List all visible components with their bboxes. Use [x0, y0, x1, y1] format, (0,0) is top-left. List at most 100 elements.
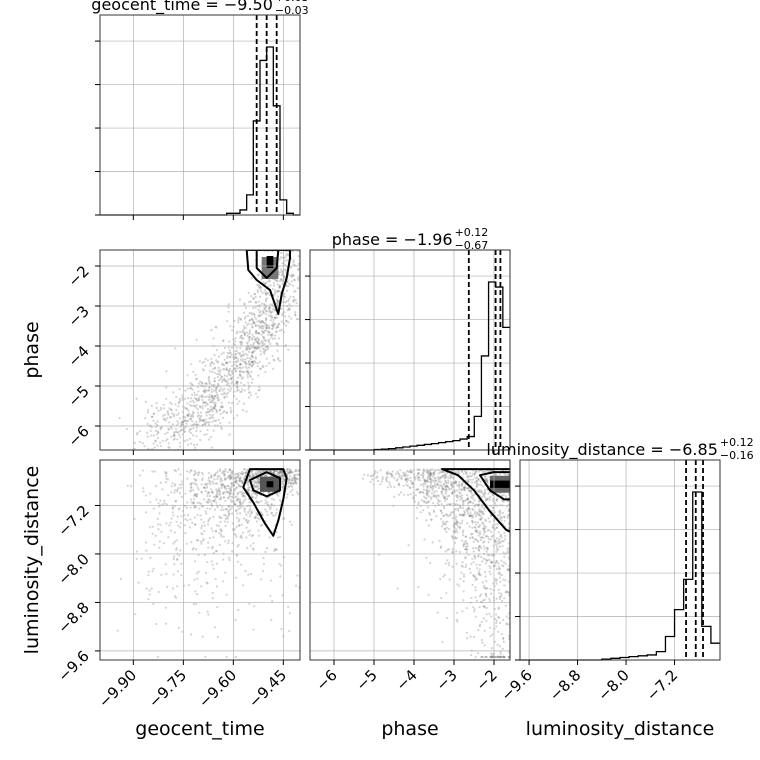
sample-point [235, 499, 238, 502]
sample-point [235, 479, 238, 482]
sample-point [236, 414, 239, 417]
sample-point [258, 518, 261, 521]
sample-point [476, 511, 479, 514]
sample-point [405, 477, 408, 480]
sample-point [256, 273, 259, 276]
sample-point [307, 290, 309, 292]
sample-point [467, 507, 470, 510]
sample-point [176, 493, 178, 495]
sample-point [161, 414, 165, 417]
sample-point [210, 357, 213, 360]
sample-point [255, 492, 258, 496]
sample-point [168, 524, 171, 527]
sample-point [433, 476, 436, 480]
sample-point [235, 476, 238, 479]
sample-point [183, 406, 187, 410]
sample-point [209, 501, 212, 504]
sample-point [212, 536, 215, 539]
sample-point [423, 481, 426, 484]
sample-point [230, 346, 234, 349]
sample-point [428, 484, 431, 487]
sample-point [461, 561, 464, 564]
sample-point [274, 514, 277, 517]
sample-point [209, 416, 212, 419]
sample-point [246, 356, 249, 360]
sample-point [224, 379, 227, 382]
sample-point [180, 429, 183, 432]
sample-point [490, 509, 494, 512]
sample-point [198, 360, 201, 363]
sample-point [455, 550, 458, 553]
sample-point [264, 292, 267, 295]
sample-point [288, 478, 291, 481]
sample-point [219, 521, 222, 524]
sample-point [288, 479, 291, 482]
sample-point [475, 530, 478, 534]
sample-point [446, 495, 449, 498]
sample-point [278, 562, 281, 565]
sample-point [216, 489, 219, 492]
sample-point [133, 441, 136, 445]
sample-point [404, 474, 407, 477]
sample-point [275, 548, 278, 551]
sample-point [189, 518, 192, 521]
sample-point [157, 409, 160, 412]
sample-point [478, 545, 481, 548]
sample-point [234, 367, 237, 370]
sample-point [458, 584, 461, 587]
sample-point [241, 505, 244, 508]
sample-point [156, 423, 159, 427]
sample-point [294, 313, 297, 316]
sample-point [240, 534, 243, 537]
sample-point [253, 482, 256, 485]
sample-point [206, 410, 209, 414]
sample-point [125, 427, 128, 431]
sample-point [499, 573, 502, 576]
sample-point [500, 536, 503, 539]
sample-point [277, 290, 280, 293]
sample-point [461, 519, 464, 522]
sample-point [259, 470, 262, 474]
sample-point [205, 382, 208, 385]
sample-point [157, 523, 160, 526]
sample-point [213, 383, 216, 387]
sample-point [477, 503, 480, 506]
sample-point [486, 559, 489, 562]
sample-point [221, 484, 224, 487]
y-axis-label-luminosity_distance: luminosity_distance [21, 466, 43, 655]
sample-point [455, 537, 458, 540]
sample-point [441, 475, 444, 478]
sample-point [248, 329, 251, 332]
sample-point [130, 485, 133, 488]
sample-point [215, 585, 219, 588]
sample-point [426, 485, 429, 488]
sample-point [251, 319, 254, 322]
sample-point [209, 396, 212, 399]
sample-point [488, 476, 491, 479]
sample-point [224, 478, 227, 481]
sample-point [450, 481, 453, 484]
sample-point [145, 587, 148, 590]
sample-point [214, 419, 218, 422]
sample-point [480, 483, 483, 486]
sample-point [459, 506, 462, 510]
sample-point [369, 480, 372, 484]
sample-point [431, 475, 434, 478]
sample-point [205, 581, 208, 584]
sample-point [208, 370, 212, 373]
sample-point [212, 406, 215, 409]
sample-point [478, 549, 481, 552]
sample-point [239, 367, 242, 370]
sample-point [195, 426, 198, 429]
sample-point [231, 370, 234, 373]
sample-point [252, 542, 255, 545]
sample-point [265, 326, 268, 330]
sample-point [471, 536, 474, 540]
sample-point [224, 380, 227, 383]
sample-point [496, 655, 499, 658]
sample-point [173, 431, 176, 434]
sample-point [163, 502, 166, 505]
sample-point [278, 286, 281, 289]
sample-point [451, 550, 454, 553]
sample-point [488, 612, 491, 615]
